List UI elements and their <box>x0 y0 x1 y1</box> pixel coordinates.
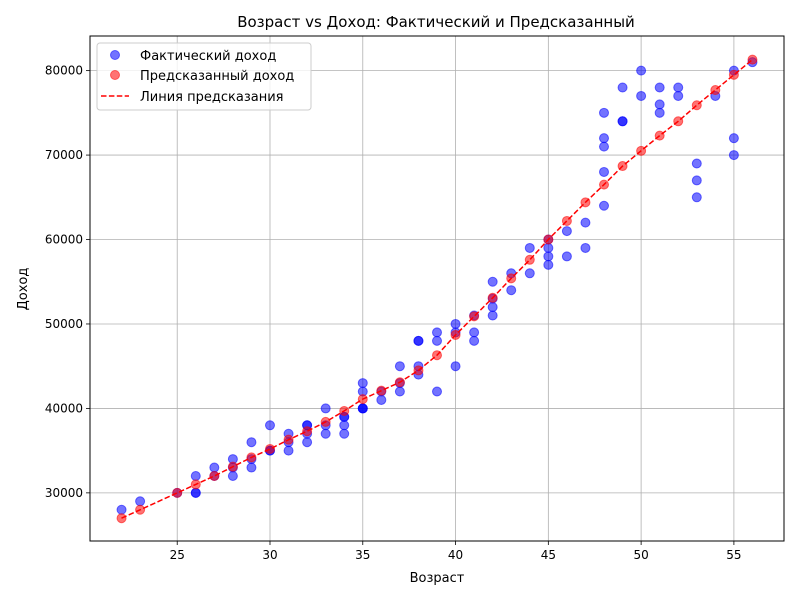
legend-label-predicted: Предсказанный доход <box>140 69 294 84</box>
actual-income-point <box>469 335 480 346</box>
actual-income-point <box>636 65 647 76</box>
legend-box <box>96 42 312 111</box>
x-tick-label: 25 <box>170 548 185 562</box>
x-tick-label: 35 <box>355 548 370 562</box>
actual-income-point <box>487 302 498 313</box>
actual-income-point <box>469 327 480 338</box>
y-tick-label: 70000 <box>45 148 83 162</box>
actual-income-point <box>432 327 442 338</box>
actual-income-point <box>617 116 628 127</box>
actual-income-point <box>487 276 498 287</box>
actual-income-point <box>617 82 628 93</box>
actual-income-point <box>339 428 350 439</box>
actual-income-point <box>728 150 739 161</box>
actual-income-point <box>599 133 610 144</box>
actual-income-point <box>246 437 257 448</box>
actual-income-point <box>283 445 294 456</box>
actual-income-point <box>487 310 498 321</box>
x-axis-label: Возраст <box>410 571 465 586</box>
actual-income-point <box>320 403 331 414</box>
predicted-income-point <box>209 470 220 481</box>
actual-income-point <box>413 335 424 346</box>
legend-marker-predicted <box>110 70 120 80</box>
actual-income-point <box>654 82 665 93</box>
actual-income-point <box>190 487 201 498</box>
actual-income-point <box>320 428 331 439</box>
actual-income-point <box>357 403 368 414</box>
actual-income-point <box>524 268 535 279</box>
actual-income-point <box>209 462 220 473</box>
y-tick-label: 30000 <box>45 486 83 500</box>
grid <box>90 36 784 541</box>
legend: Фактический доход Предсказанный доход Ли… <box>96 42 312 111</box>
actual-income-point <box>691 175 702 186</box>
actual-income-point <box>524 242 535 253</box>
x-tick-label: 30 <box>262 548 277 562</box>
actual-income-point <box>339 420 350 431</box>
actual-income-point <box>394 386 405 397</box>
predicted-income-point <box>302 426 313 437</box>
actual-income-point <box>691 158 702 169</box>
actual-income-point <box>543 251 554 262</box>
actual-income-point <box>450 318 461 329</box>
actual-income-point <box>599 166 610 177</box>
legend-label-actual: Фактический доход <box>140 49 276 64</box>
actual-income-point <box>450 361 461 372</box>
actual-income-point <box>673 82 684 93</box>
actual-income-point <box>543 259 554 270</box>
x-tick-label: 55 <box>726 548 741 562</box>
actual-income-point <box>654 99 665 110</box>
actual-income-point <box>599 200 610 211</box>
actual-income-point <box>376 394 387 405</box>
actual-income-point <box>264 420 275 431</box>
y-axis-label: Доход <box>16 268 31 311</box>
actual-income-point <box>357 378 368 389</box>
predicted-income-point <box>172 487 183 498</box>
predicted-income-point <box>264 443 275 454</box>
actual-income-point <box>394 361 405 372</box>
x-axis-ticks: 25 30 35 40 45 50 55 <box>170 541 742 562</box>
actual-income-point <box>190 470 201 481</box>
series-layer <box>116 54 758 524</box>
actual-income-point <box>227 470 238 481</box>
y-axis-ticks: 30000 40000 50000 60000 70000 80000 <box>45 64 90 500</box>
actual-income-point <box>728 133 739 144</box>
actual-income-point <box>580 217 591 228</box>
actual-income-point <box>599 141 610 152</box>
actual-income-point <box>561 251 572 262</box>
actual-income-point <box>673 90 684 101</box>
actual-income-point <box>654 107 665 118</box>
prediction-line <box>121 59 753 519</box>
legend-marker-actual <box>110 50 120 60</box>
y-tick-label: 50000 <box>45 317 83 331</box>
chart-title: Возраст vs Доход: Фактический и Предсказ… <box>237 13 635 31</box>
actual-income-point <box>116 504 127 515</box>
y-tick-label: 80000 <box>45 64 83 78</box>
y-tick-label: 40000 <box>45 401 83 415</box>
actual-income-point <box>561 226 572 237</box>
x-tick-label: 45 <box>541 548 556 562</box>
actual-income-point <box>302 437 313 448</box>
actual-income-point <box>135 496 146 507</box>
legend-label-line: Линия предсказания <box>140 90 283 105</box>
x-tick-label: 40 <box>448 548 463 562</box>
x-tick-label: 50 <box>633 548 648 562</box>
actual-income-point <box>506 285 517 296</box>
actual-income-point <box>599 107 610 118</box>
actual-income-point <box>543 242 554 253</box>
plot-frame <box>89 35 785 542</box>
actual-income-point <box>432 335 442 346</box>
actual-income-point <box>691 192 702 203</box>
actual-income-point <box>246 462 257 473</box>
actual-income-point <box>432 386 442 397</box>
actual-income-point <box>636 90 647 101</box>
actual-income-point <box>580 242 591 253</box>
y-tick-label: 60000 <box>45 233 83 247</box>
